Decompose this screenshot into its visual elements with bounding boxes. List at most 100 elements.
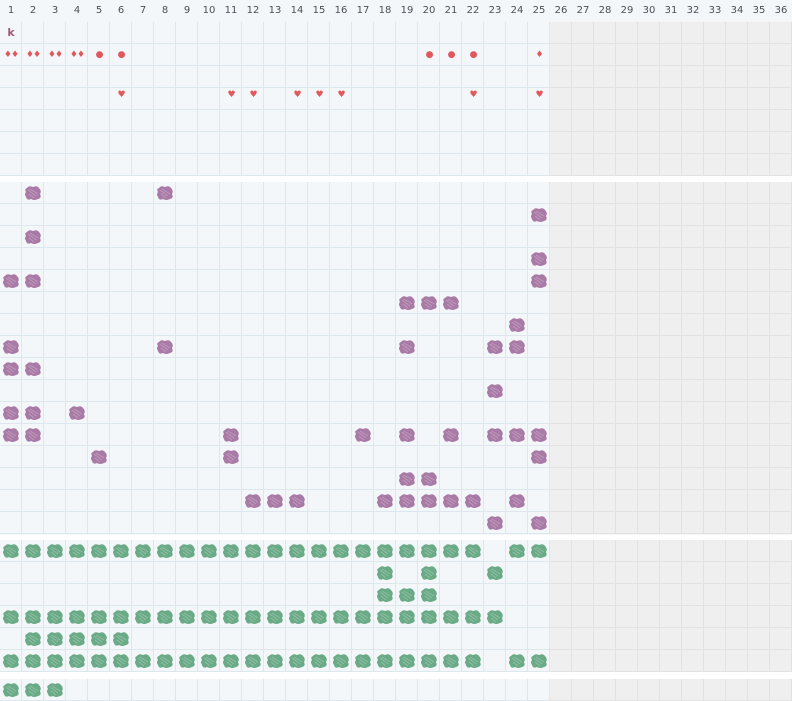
grid-cell[interactable] <box>396 336 418 358</box>
grid-cell[interactable] <box>726 314 748 336</box>
grid-cell[interactable] <box>176 110 198 132</box>
grid-cell[interactable] <box>638 154 660 176</box>
grid-cell[interactable] <box>308 540 330 562</box>
grid-cell[interactable] <box>528 490 550 512</box>
grid-cell[interactable] <box>0 204 22 226</box>
heart-mark[interactable]: ♥ <box>535 90 543 100</box>
grid-cell[interactable] <box>352 248 374 270</box>
grid-cell[interactable] <box>220 512 242 534</box>
grid-cell[interactable] <box>44 204 66 226</box>
grid-cell[interactable] <box>396 679 418 701</box>
grid-cell[interactable] <box>66 182 88 204</box>
grid-cell[interactable] <box>484 226 506 248</box>
grid-cell[interactable] <box>308 446 330 468</box>
grid-cell[interactable] <box>154 226 176 248</box>
grid-cell[interactable] <box>440 468 462 490</box>
grid-cell[interactable] <box>286 446 308 468</box>
grid-cell[interactable] <box>462 66 484 88</box>
grid-cell[interactable] <box>638 512 660 534</box>
grid-cell[interactable] <box>616 540 638 562</box>
grid-cell[interactable] <box>660 182 682 204</box>
grid-cell[interactable] <box>748 66 770 88</box>
grid-cell[interactable] <box>286 540 308 562</box>
grid-cell[interactable] <box>220 22 242 44</box>
grid-cell[interactable] <box>528 358 550 380</box>
grid-cell[interactable] <box>66 248 88 270</box>
grid-cell[interactable] <box>352 182 374 204</box>
grid-cell[interactable] <box>286 402 308 424</box>
grid-cell[interactable] <box>660 88 682 110</box>
grid-cell[interactable] <box>594 226 616 248</box>
grid-cell[interactable] <box>660 512 682 534</box>
grid-cell[interactable] <box>594 540 616 562</box>
grid-cell[interactable] <box>242 22 264 44</box>
grid-cell[interactable] <box>44 424 66 446</box>
grid-cell[interactable] <box>330 226 352 248</box>
grid-cell[interactable] <box>550 540 572 562</box>
grid-cell[interactable] <box>572 44 594 66</box>
grid-cell[interactable] <box>88 606 110 628</box>
grid-cell[interactable] <box>704 88 726 110</box>
green-entry[interactable] <box>310 609 328 625</box>
grid-cell[interactable] <box>198 66 220 88</box>
grid-cell[interactable] <box>550 66 572 88</box>
grid-cell[interactable] <box>132 88 154 110</box>
green-entry[interactable] <box>420 543 438 559</box>
grid-cell[interactable] <box>748 292 770 314</box>
grid-cell[interactable] <box>44 22 66 44</box>
grid-cell[interactable] <box>638 22 660 44</box>
grid-cell[interactable] <box>220 132 242 154</box>
grid-cell[interactable] <box>748 380 770 402</box>
grid-cell[interactable] <box>726 606 748 628</box>
grid-cell[interactable] <box>484 110 506 132</box>
grid-cell[interactable] <box>374 562 396 584</box>
green-entry[interactable] <box>112 631 130 647</box>
grid-cell[interactable] <box>594 88 616 110</box>
grid-cell[interactable] <box>484 154 506 176</box>
grid-cell[interactable] <box>286 204 308 226</box>
grid-cell[interactable] <box>572 226 594 248</box>
grid-cell[interactable] <box>682 292 704 314</box>
grid-cell[interactable] <box>462 88 484 110</box>
green-entry[interactable] <box>200 609 218 625</box>
grid-cell[interactable] <box>462 424 484 446</box>
grid-cell[interactable] <box>506 679 528 701</box>
grid-cell[interactable] <box>176 446 198 468</box>
grid-cell[interactable] <box>176 540 198 562</box>
grid-cell[interactable] <box>308 490 330 512</box>
grid-cell[interactable] <box>550 154 572 176</box>
grid-cell[interactable] <box>308 182 330 204</box>
grid-cell[interactable] <box>528 650 550 672</box>
grid-cell[interactable] <box>44 336 66 358</box>
grid-cell[interactable] <box>418 44 440 66</box>
grid-cell[interactable] <box>220 110 242 132</box>
grid-cell[interactable] <box>66 270 88 292</box>
grid-cell[interactable] <box>374 22 396 44</box>
grid-cell[interactable] <box>88 110 110 132</box>
grid-cell[interactable] <box>198 358 220 380</box>
grid-cell[interactable] <box>682 402 704 424</box>
grid-cell[interactable] <box>220 88 242 110</box>
grid-cell[interactable] <box>264 110 286 132</box>
grid-cell[interactable] <box>616 358 638 380</box>
grid-cell[interactable] <box>88 336 110 358</box>
grid-cell[interactable] <box>528 512 550 534</box>
green-entry[interactable] <box>288 653 306 669</box>
grid-cell[interactable] <box>154 44 176 66</box>
grid-cell[interactable] <box>242 292 264 314</box>
grid-cell[interactable] <box>352 270 374 292</box>
grid-cell[interactable] <box>484 468 506 490</box>
grid-cell[interactable] <box>66 66 88 88</box>
grid-cell[interactable] <box>286 22 308 44</box>
grid-cell[interactable] <box>616 402 638 424</box>
grid-cell[interactable] <box>638 44 660 66</box>
grid-cell[interactable] <box>88 248 110 270</box>
heart-mark[interactable]: ♥ <box>337 90 345 100</box>
grid-cell[interactable] <box>550 512 572 534</box>
grid-cell[interactable] <box>44 540 66 562</box>
grid-cell[interactable] <box>528 540 550 562</box>
grid-cell[interactable] <box>264 402 286 424</box>
grid-cell[interactable] <box>418 110 440 132</box>
grid-cell[interactable] <box>308 628 330 650</box>
grid-cell[interactable] <box>616 584 638 606</box>
